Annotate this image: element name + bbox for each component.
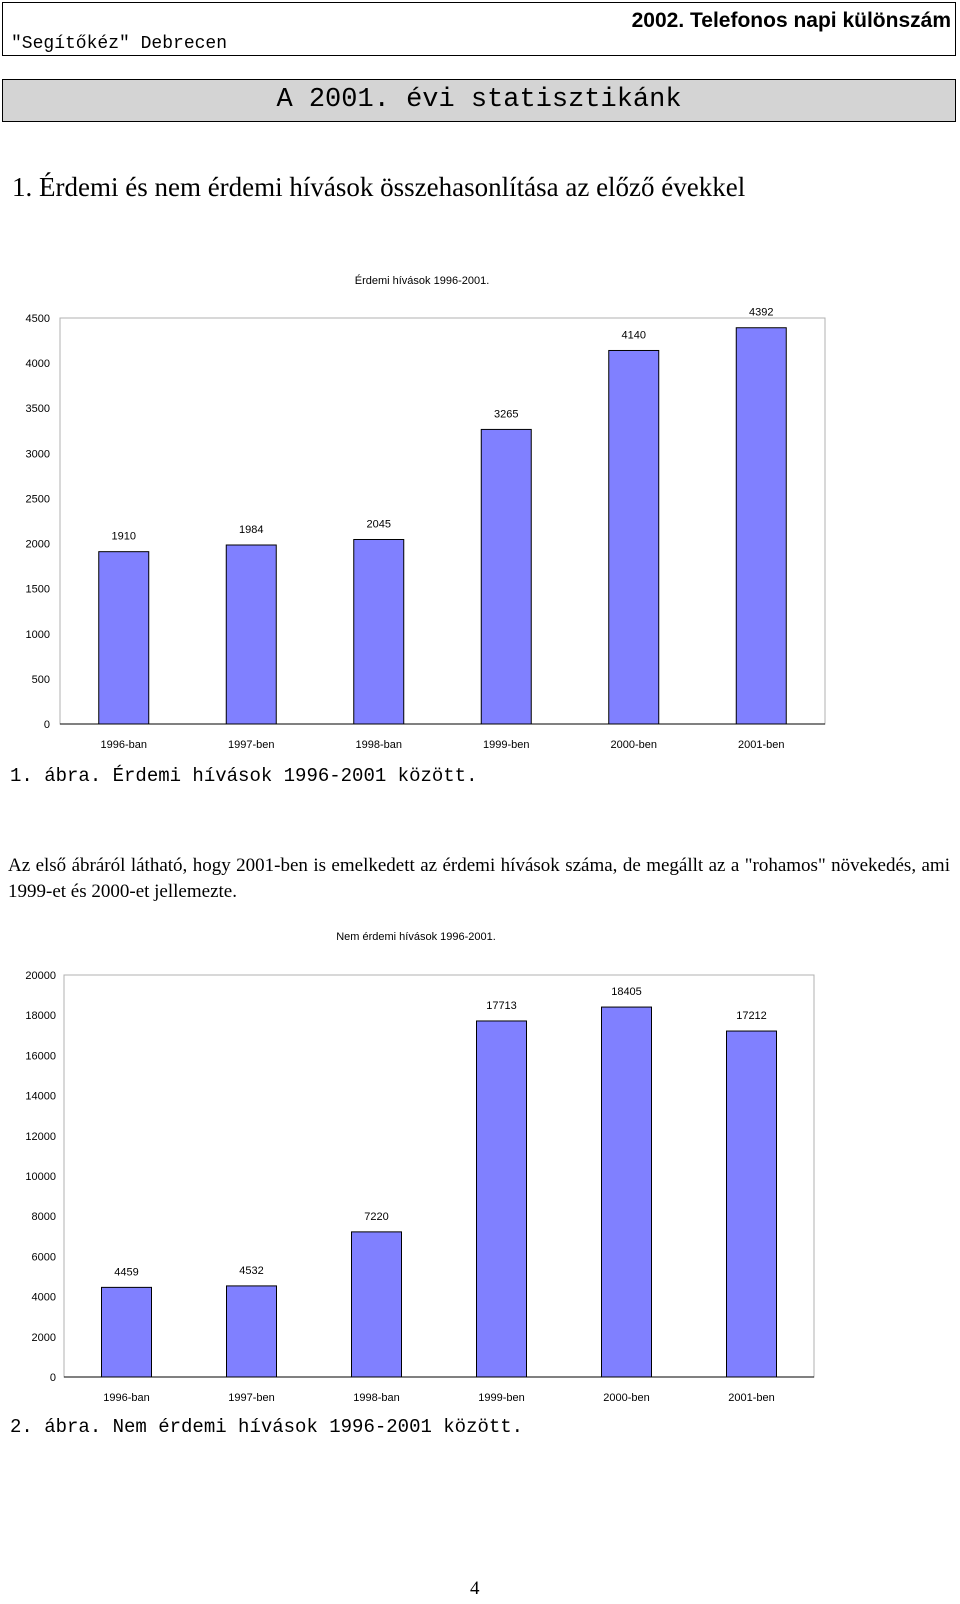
data-label: 4459 xyxy=(114,1266,138,1278)
y-tick-label: 18000 xyxy=(25,1010,56,1022)
data-label: 1984 xyxy=(239,524,263,536)
bar xyxy=(98,551,150,725)
data-label: 3265 xyxy=(494,408,518,420)
x-tick-label: 1998-ban xyxy=(353,1392,400,1404)
body-paragraph: Az első ábráról látható, hogy 2001-ben i… xyxy=(8,855,950,902)
header-organization: "Segítőkéz" Debrecen xyxy=(11,34,228,54)
plot-area xyxy=(63,974,815,1378)
data-label: 18405 xyxy=(611,986,642,998)
x-tick-label: 1997-ben xyxy=(228,739,275,751)
data-label: 1910 xyxy=(112,531,136,543)
y-tick-label: 0 xyxy=(44,719,50,731)
y-tick-label: 4000 xyxy=(26,358,50,370)
page-title: A 2001. évi statisztikánk xyxy=(2,79,956,122)
bar xyxy=(476,1020,527,1378)
y-tick-label: 0 xyxy=(50,1372,56,1384)
y-tick-label: 2500 xyxy=(26,493,50,505)
x-tick-label: 1997-ben xyxy=(228,1392,275,1404)
data-label: 17212 xyxy=(736,1010,767,1022)
data-label: 4532 xyxy=(239,1265,263,1277)
bar xyxy=(601,1006,652,1378)
bar xyxy=(353,538,405,725)
data-label: 4392 xyxy=(749,307,773,319)
x-tick-label: 2000-ben xyxy=(603,1392,650,1404)
x-tick-label: 2001-ben xyxy=(738,739,785,751)
chart-title: Nem érdemi hívások 1996-2001. xyxy=(336,931,496,943)
y-tick-label: 2000 xyxy=(32,1332,56,1344)
y-tick-label: 4000 xyxy=(32,1292,56,1304)
bar xyxy=(225,544,277,725)
plot-area xyxy=(59,317,826,725)
data-label: 4140 xyxy=(622,329,646,341)
bar xyxy=(735,327,787,725)
x-tick-label: 1996-ban xyxy=(103,1392,150,1404)
y-tick-label: 2000 xyxy=(26,539,50,551)
figure-2-caption: 2. ábra. Nem érdemi hívások 1996-2001 kö… xyxy=(10,1416,524,1438)
y-tick-label: 3000 xyxy=(26,448,50,460)
chart-nem-erdemi-hivasok: Nem érdemi hívások 1996-2001. 0 2000 4000 60… xyxy=(25,931,815,1404)
bar xyxy=(101,1286,152,1378)
bar xyxy=(226,1285,277,1378)
y-tick-label: 500 xyxy=(32,674,50,686)
section-heading: 1. Érdemi és nem érdemi hívások összehas… xyxy=(12,172,746,202)
y-tick-label: 20000 xyxy=(25,970,56,982)
x-tick-label: 1996-ban xyxy=(101,739,148,751)
x-tick-label: 1999-ben xyxy=(478,1392,525,1404)
x-tick-label: 1998-ban xyxy=(356,739,403,751)
y-tick-label: 4500 xyxy=(26,313,50,325)
y-tick-label: 10000 xyxy=(25,1171,56,1183)
page-number: 4 xyxy=(470,1578,480,1599)
chart-title: Érdemi hívások 1996-2001. xyxy=(355,274,490,287)
x-tick-label: 2001-ben xyxy=(728,1392,775,1404)
bar xyxy=(726,1030,777,1378)
chart-erdemi-hivasok: Érdemi hívások 1996-2001. 0 500 1000 1500 200… xyxy=(26,274,826,751)
y-tick-label: 3500 xyxy=(26,403,50,415)
data-label: 17713 xyxy=(486,1000,517,1012)
y-tick-label: 12000 xyxy=(25,1131,56,1143)
y-tick-label: 1000 xyxy=(26,629,50,641)
data-label: 7220 xyxy=(364,1211,388,1223)
y-tick-label: 6000 xyxy=(32,1251,56,1263)
figure-1-caption: 1. ábra. Érdemi hívások 1996-2001 között… xyxy=(10,765,478,787)
data-label: 2045 xyxy=(367,518,391,530)
x-tick-label: 1999-ben xyxy=(483,739,530,751)
y-tick-label: 8000 xyxy=(32,1211,56,1223)
y-tick-label: 14000 xyxy=(25,1091,56,1103)
header-issue-title: 2002. Telefonos napi különszám xyxy=(631,9,951,32)
bar xyxy=(608,349,660,725)
x-tick-label: 2000-ben xyxy=(611,739,658,751)
bar xyxy=(480,428,532,725)
y-tick-label: 1500 xyxy=(26,584,50,596)
bar xyxy=(351,1231,402,1378)
page-header: "Segítőkéz" Debrecen 2002. Telefonos nap… xyxy=(2,2,956,56)
y-tick-label: 16000 xyxy=(25,1050,56,1062)
